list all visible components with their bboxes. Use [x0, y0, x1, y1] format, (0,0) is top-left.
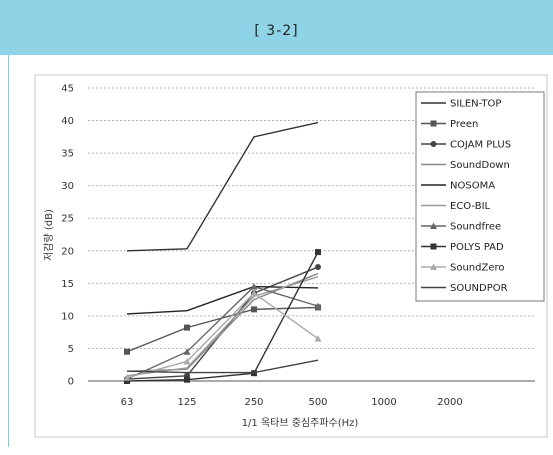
data-point [430, 120, 437, 127]
series-line [126, 359, 319, 374]
y-tick-label: 0 [68, 377, 74, 388]
y-tick-label: 20 [61, 246, 74, 257]
legend-label: Soundfree [450, 222, 501, 233]
series-line [126, 121, 319, 252]
legend-label: SoundDown [450, 160, 510, 171]
y-tick-labels: 0 5 10 15 20 25 30 35 40 45 [61, 84, 74, 388]
left-border [8, 55, 9, 447]
y-tick-label: 30 [61, 181, 74, 192]
legend-label: ECO-BIL [450, 201, 491, 212]
data-point [315, 264, 321, 271]
legend-label: SoundZero [450, 263, 505, 274]
data-point [314, 302, 322, 310]
data-point [250, 289, 258, 297]
data-point [184, 324, 190, 331]
x-tick-label: 63 [121, 397, 134, 408]
data-point [250, 283, 258, 290]
series-line [126, 251, 319, 382]
series-line [126, 292, 319, 379]
y-tick-label: 35 [61, 149, 74, 160]
legend-label: POLYS PAD [450, 242, 504, 253]
x-axis-label: 1/1 옥타브 중심주파수(Hz) [242, 417, 359, 429]
x-tick-label: 250 [244, 397, 263, 408]
legend-label: NOSOMA [450, 181, 495, 192]
legend-label: SOUNDPOR [450, 283, 508, 294]
legend-label: SILEN-TOP [450, 99, 501, 110]
page-title: [ 3-2] [254, 23, 299, 39]
legend: SILEN-TOP Preen COJAM PLUS SoundDown NOSOMA E… [415, 91, 545, 302]
x-tick-labels: 63 125 250 500 1000 2000 [121, 397, 463, 408]
x-tick-label: 125 [177, 397, 196, 408]
data-point [184, 376, 190, 383]
legend-box [415, 91, 545, 302]
y-tick-label: 25 [61, 214, 74, 225]
x-tick-label: 2000 [437, 397, 462, 408]
data-point [124, 348, 130, 355]
data-point [315, 249, 321, 256]
data-point [430, 263, 437, 270]
header-bar: [ 3-2] [0, 0, 553, 55]
y-tick-label: 5 [68, 344, 74, 355]
data-point [314, 335, 322, 342]
y-tick-label: 40 [61, 116, 74, 127]
series-line [126, 285, 319, 380]
y-tick-label: 45 [61, 84, 74, 95]
data-point [251, 306, 257, 313]
data-point [430, 222, 437, 229]
y-tick-label: 15 [61, 279, 74, 290]
legend-label: Preen [450, 119, 478, 130]
y-tick-label: 10 [61, 311, 74, 322]
x-tick-label: 500 [308, 397, 327, 408]
data-point [124, 378, 130, 384]
data-point [183, 357, 191, 365]
data-point [123, 374, 131, 381]
data-point [183, 348, 191, 355]
legend-label: COJAM PLUS [450, 140, 511, 151]
y-axis-label: 저감량 (dB) [43, 209, 55, 261]
series-layer [123, 121, 322, 384]
x-tick-label: 1000 [371, 397, 396, 408]
data-point [430, 141, 437, 147]
data-point [430, 243, 437, 250]
